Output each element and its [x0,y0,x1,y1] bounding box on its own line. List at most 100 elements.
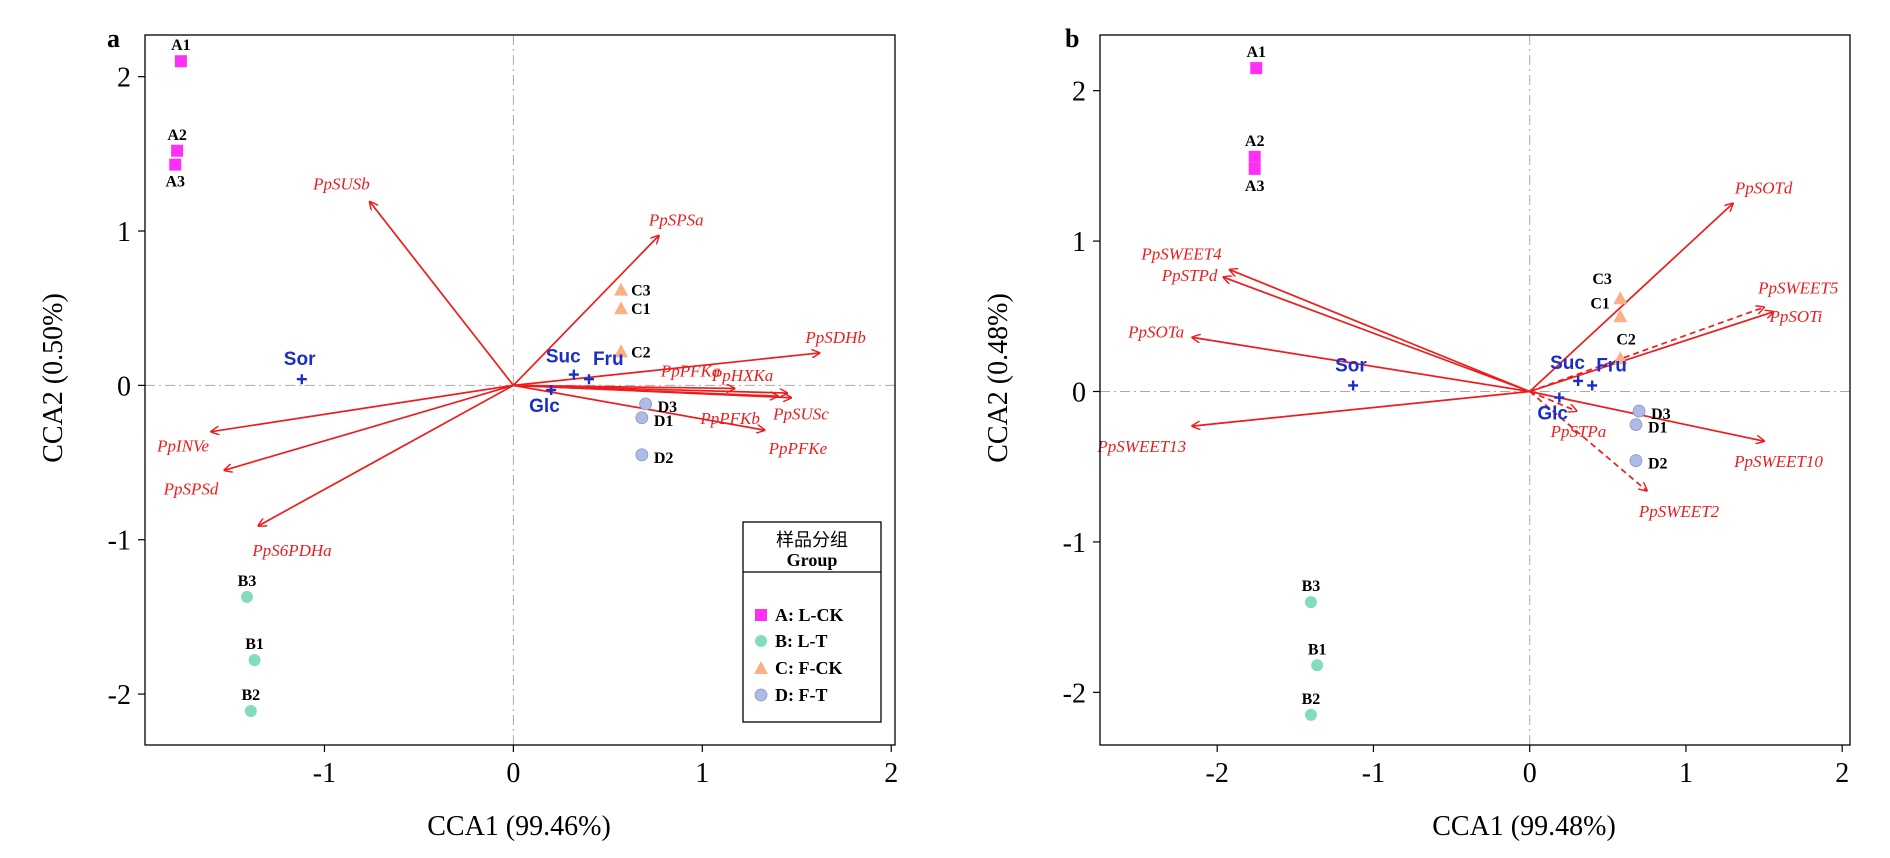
gene-label: PpSUSb [312,175,370,194]
y-tick-label: 2 [117,63,131,94]
sample-point-c3 [1613,291,1628,305]
sample-point-c1 [614,301,629,315]
gene-arrow-ppsusb [370,202,515,386]
gene-arrow-pppfke [513,384,764,430]
sugar-point-glc [546,385,557,395]
sample-label: D3 [1651,406,1671,423]
plot-frame [144,34,896,746]
gene-label: PpSTPa [1550,422,1607,441]
sample-label: C3 [1592,271,1612,288]
gene-label: PpSDHb [804,328,865,347]
gene-arrow-ppsota [1192,337,1530,393]
panel-a: a CCA1 (99.46%) CCA2 (0.50%) PpSUSb PpSPS… [38,24,898,842]
y-tick-label: 1 [1072,227,1086,258]
panel-b-ylabel: CCA2 (0.48%) [983,293,1014,463]
legend-entry-label: A: L-CK [775,605,844,625]
sample-point-d1 [1629,418,1643,431]
gene-arrow-ppsdhb [513,353,819,387]
gene-label: PpPFKe [768,439,828,458]
sample-label: A1 [1246,44,1266,61]
x-tick-label: -1 [313,758,336,789]
sample-label: D1 [1648,420,1668,437]
sample-label: C2 [631,344,651,361]
sample-point-c2 [1613,351,1628,365]
sample-point-a3 [1248,162,1261,175]
gene-arrow-ppinve [211,384,514,431]
sample-point-b2 [1304,708,1317,721]
gene-arrow-ppsweet13 [1192,390,1530,427]
sample-point-d2 [635,448,649,462]
legend-entry-b: B: L-T [755,631,828,651]
sample-label: B3 [238,573,257,590]
gene-arrow-ppsweet5 [1529,307,1764,393]
gene-label: PpSWEET5 [1757,278,1838,297]
sugar-point-glc [1554,392,1565,403]
x-tick-label: 1 [695,758,709,789]
sample-label: D3 [658,399,678,416]
gene-label: PpSWEET10 [1733,452,1823,471]
sugar-point-sor [296,374,307,385]
x-tick-label: 0 [506,758,520,789]
gene-label: PpSWEET4 [1140,245,1222,264]
gene-label: PpHXKa [711,366,773,385]
sample-point-a2 [1248,150,1261,163]
sugar-label: Glc [529,396,560,417]
gene-label: PpSOTa [1127,322,1184,341]
gene-label: PpSWEET13 [1096,437,1186,456]
x-tick-label: -2 [1206,758,1229,789]
gene-arrow-ppsotd [1529,203,1733,393]
gene-arrow-ppspsd [224,384,514,470]
plot-frame [1099,34,1851,746]
sample-label: A2 [167,127,187,144]
sample-label: B2 [1302,691,1321,708]
sample-point-a1 [1250,62,1263,75]
sample-label: A1 [171,37,191,54]
panel-a-ylabel: CCA2 (0.50%) [38,293,69,463]
sample-label: D1 [654,413,674,430]
sample-label: C1 [1590,295,1610,312]
gene-label: PpPFKb [699,409,760,428]
panel-a-xlabel: CCA1 (99.46%) [427,811,611,842]
sugar-label: Suc [546,347,581,368]
sample-label: B1 [1308,641,1327,658]
x-tick-label: 2 [884,758,898,789]
y-tick-label: -2 [1063,678,1086,709]
gene-label: PpPFKa [660,361,721,380]
y-tick-label: 0 [117,371,131,402]
sample-label: D2 [1648,456,1668,473]
gene-label: PpSPSd [163,479,219,498]
gene-arrow-pps6pdha [258,384,514,525]
gene-label: PpS6PDHa [251,541,331,560]
y-tick-label: 2 [1072,77,1086,108]
sugar-point-suc [568,369,579,380]
legend-title: Group [787,550,838,570]
y-tick-label: -1 [108,526,131,557]
sample-point-b1 [248,654,261,667]
sugar-label: Fru [1596,355,1627,376]
sugar-label: Sor [284,349,316,370]
gene-arrow-ppspsa [512,236,658,386]
sample-point-b3 [241,590,254,603]
sample-point-d1 [635,411,649,425]
legend-entry-label: B: L-T [775,631,828,651]
sample-point-b1 [1311,659,1324,672]
sample-point-d3 [1632,404,1646,418]
sample-label: C2 [1616,331,1636,348]
sugar-label: Sor [1335,355,1367,376]
sample-label: D2 [654,450,674,467]
x-tick-label: 2 [1835,758,1849,789]
sample-point-b2 [244,705,257,718]
sugar-point-fru [583,374,594,385]
gene-label: PpSPSa [648,211,704,230]
sample-point-c2 [614,344,629,358]
sample-point-a1 [174,55,187,68]
y-tick-label: 0 [1072,378,1086,409]
sugar-label: Suc [1550,353,1585,374]
sample-label: C3 [631,283,651,300]
y-tick-label: -2 [108,680,131,711]
sample-label: C1 [631,301,651,318]
sample-label: A3 [1245,178,1265,195]
sample-label: A2 [1245,133,1265,150]
legend: 样品分组 Group A: L-CK B: L-T C: F-CK D: F-T [742,521,882,723]
sample-point-d3 [639,397,653,411]
